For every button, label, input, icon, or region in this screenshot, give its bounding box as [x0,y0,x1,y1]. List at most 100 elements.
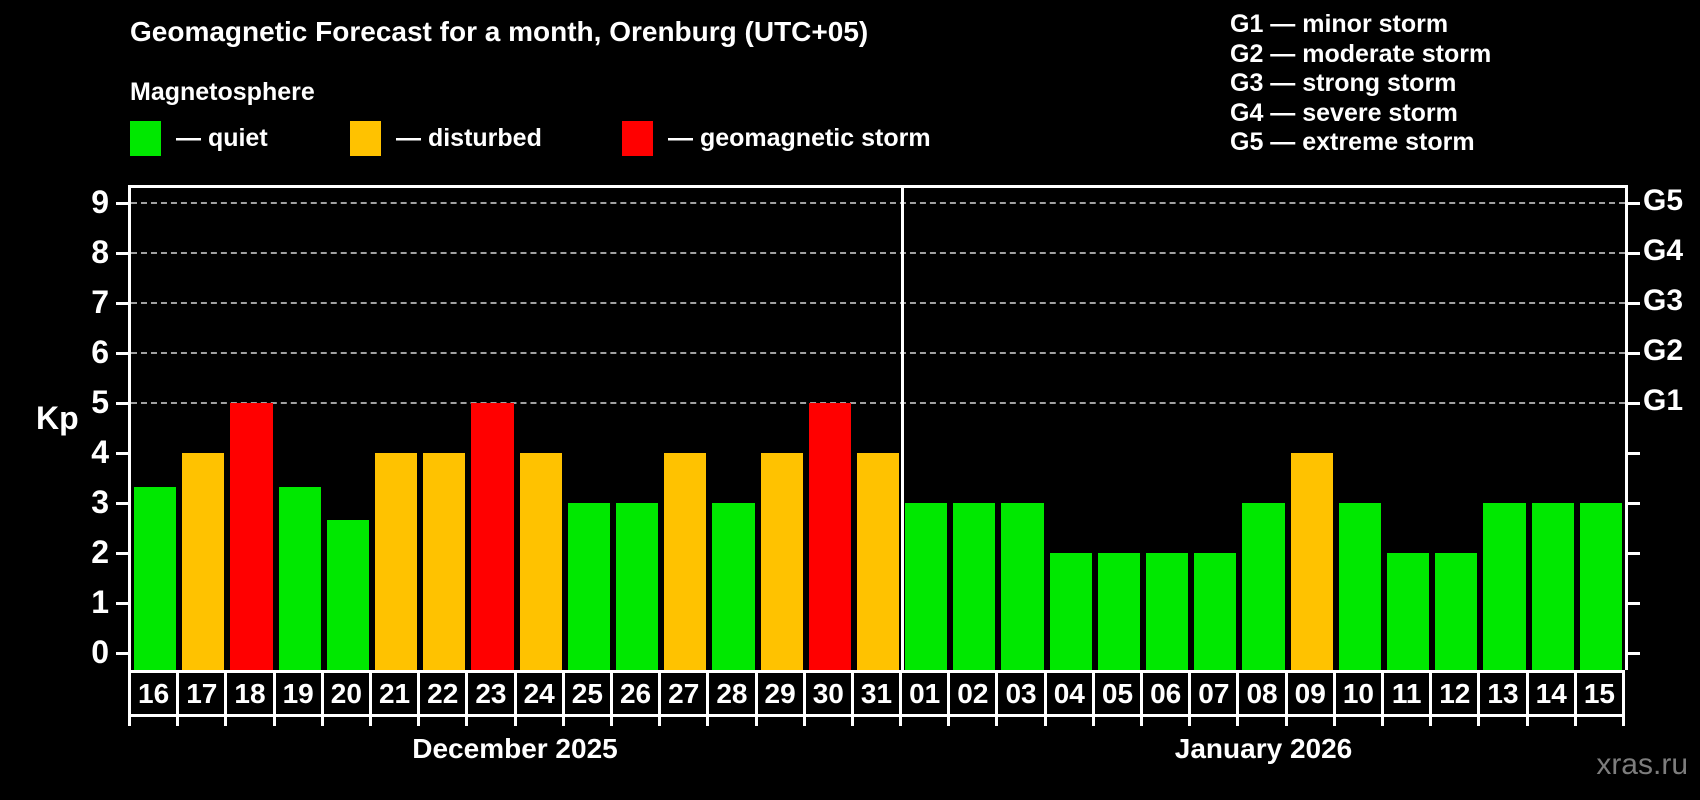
month-separator-line [900,188,904,670]
y-axis-label: 4 [91,434,109,470]
y-axis-tick [116,202,128,205]
day-label-19: 19 [272,670,324,717]
kp-bar-day-29 [760,453,803,670]
day-boundary-tick [754,717,758,726]
right-axis-tick [1628,502,1640,505]
storm-scale-g2: G2 — moderate storm [1230,39,1492,68]
storm-scale-legend: G1 — minor storm G2 — moderate storm G3 … [1230,10,1491,158]
gridline-kp7 [131,302,1625,304]
gridline-kp9 [131,202,1625,204]
page-title: Geomagnetic Forecast for a month, Orenbu… [130,16,869,47]
day-label-29: 29 [754,670,806,717]
day-boundary-tick [658,717,662,726]
gridline-kp8 [131,252,1625,254]
kp-bar-day-08 [1242,503,1285,670]
day-label-03: 03 [995,670,1047,717]
day-label-04: 04 [1043,670,1095,717]
day-boundary-tick [1477,717,1481,726]
kp-bar-day-22 [423,453,466,670]
y-axis-title: Kp [36,400,79,436]
day-boundary-tick [320,717,324,726]
day-boundary-tick [1429,717,1433,726]
kp-bar-day-17 [182,453,225,670]
right-axis-label-g4: G4 [1643,234,1684,267]
disturbed-color-swatch [350,120,381,156]
storm-scale-g3: G3 — strong storm [1230,69,1457,97]
y-axis-tick [116,502,128,505]
right-axis-tick [1628,452,1640,455]
y-axis-tick [116,652,128,655]
kp-bar-day-10 [1338,503,1382,670]
day-boundary-tick [947,717,951,726]
right-axis-tick [1628,252,1640,255]
site-watermark: xras.ru [1596,748,1688,781]
y-axis-label: 9 [91,184,109,220]
y-axis-label: 5 [91,384,109,420]
right-axis-tick [1628,552,1640,555]
day-label-12: 12 [1429,670,1481,717]
y-axis-tick [116,352,128,355]
day-label-26: 26 [609,670,662,717]
day-boundary-tick [1043,717,1047,726]
legend-item-quiet: — quiet [130,119,268,157]
kp-bar-day-12 [1435,553,1478,670]
kp-bar-day-19 [278,486,321,670]
day-label-20: 20 [320,670,372,717]
day-boundary-tick [1091,717,1095,726]
kp-bar-day-05 [1097,553,1141,670]
kp-bar-day-21 [374,453,418,670]
right-axis-tick [1628,302,1640,305]
day-boundary-tick [1140,717,1144,726]
gridline-kp6 [131,352,1625,354]
day-boundary-tick [176,717,180,726]
day-label-18: 18 [224,670,276,717]
day-boundary-tick [899,717,903,726]
kp-bar-day-04 [1049,553,1092,670]
kp-bar-chart-plot-area: 0 1 2 3 4 5 6 7 8 9 G1 G2 G3 G4 G5 [91,184,1683,670]
day-label-27: 27 [658,670,710,717]
kp-bar-day-28 [712,503,755,670]
kp-bar-day-23 [471,403,514,670]
storm-color-swatch [622,120,653,156]
kp-bar-day-14 [1531,503,1574,670]
right-axis-tick [1628,602,1640,605]
day-label-10: 10 [1332,670,1385,717]
right-axis-tick [1628,352,1640,355]
day-label-05: 05 [1091,670,1144,717]
legend-disturbed-label: — disturbed [396,123,542,152]
y-axis-label: 2 [91,534,109,570]
right-axis-label-g2: G2 [1643,334,1684,367]
day-boundary-tick [1622,717,1625,726]
day-boundary-tick [995,717,999,726]
day-boundary-tick [706,717,710,726]
day-boundary-tick [368,717,372,726]
day-label-15: 15 [1573,670,1625,717]
legend-storm-label: — geomagnetic storm [668,123,931,152]
day-label-06: 06 [1140,670,1192,717]
day-boundary-tick [1188,717,1192,726]
kp-bar-day-30 [808,403,851,670]
day-label-30: 30 [802,670,854,717]
y-axis-tick [116,252,128,255]
storm-scale-g4: G4 — severe storm [1230,98,1458,127]
day-label-17: 17 [176,670,228,717]
right-axis-label-g1: G1 [1643,384,1684,417]
day-label-28: 28 [706,670,758,717]
right-axis-tick [1628,652,1640,655]
legend-item-storm: — geomagnetic storm [622,119,931,157]
day-label-07: 07 [1188,670,1240,717]
y-axis-tick [116,602,128,605]
kp-bar-day-06 [1146,553,1189,670]
kp-bar-day-24 [519,453,562,670]
day-label-24: 24 [513,670,565,717]
day-label-31: 31 [850,670,903,717]
day-label-25: 25 [561,670,613,717]
day-label-11: 11 [1381,670,1433,717]
day-boundary-tick [1236,717,1240,726]
day-label-08: 08 [1236,670,1288,717]
gridline-kp5 [131,402,1625,404]
kp-bar-day-18 [230,403,273,670]
kp-bar-day-02 [953,503,996,670]
kp-bar-day-09 [1290,453,1333,670]
day-boundary-tick [802,717,806,726]
